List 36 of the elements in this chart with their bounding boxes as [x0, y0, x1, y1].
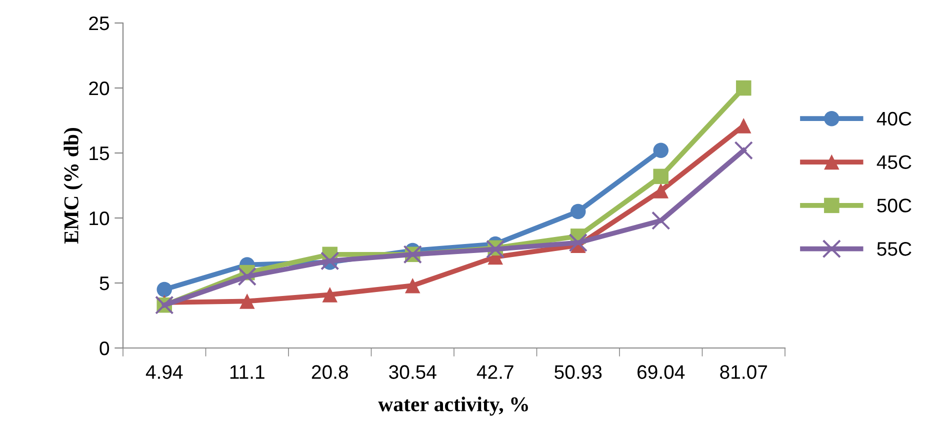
legend-label: 55C: [877, 242, 912, 256]
point: [238, 267, 257, 286]
y-tick-label: 10: [90, 211, 110, 226]
y-tick-label: 15: [90, 146, 109, 160]
legend-label: 40C: [876, 112, 912, 126]
point: [736, 80, 752, 96]
x-tick-label: 81.07: [720, 365, 767, 379]
legend-label: 50C: [877, 198, 912, 212]
point: [736, 118, 752, 134]
point: [322, 287, 338, 302]
point: [570, 204, 586, 220]
point: [486, 240, 505, 259]
point: [653, 183, 669, 198]
x-tick-label: 4.94: [146, 365, 183, 379]
point: [653, 168, 669, 184]
x-tick-label: 50.93: [554, 365, 602, 379]
y-tick-label: 5: [100, 276, 109, 290]
point: [653, 142, 669, 158]
y-axis-title: EMC (% db): [64, 128, 83, 244]
x-tick-label: 30.54: [389, 365, 436, 379]
y-tick-label: 20: [89, 81, 110, 96]
x-tick-label: 69.04: [638, 365, 685, 379]
x-tick-label: 42.7: [476, 365, 514, 379]
point: [404, 278, 420, 294]
legend-label: 45C: [876, 155, 912, 170]
point: [734, 141, 754, 160]
point: [568, 233, 588, 252]
point: [156, 282, 172, 298]
x-axis-title: water activity, %: [378, 396, 528, 416]
point: [320, 252, 340, 270]
point: [239, 294, 255, 309]
x-tick-label: 11.1: [230, 365, 264, 379]
y-tick-label: 0: [100, 341, 110, 356]
point: [651, 211, 670, 230]
y-tick-label: 25: [89, 16, 109, 30]
x-tick-label: 20.8: [312, 365, 348, 379]
